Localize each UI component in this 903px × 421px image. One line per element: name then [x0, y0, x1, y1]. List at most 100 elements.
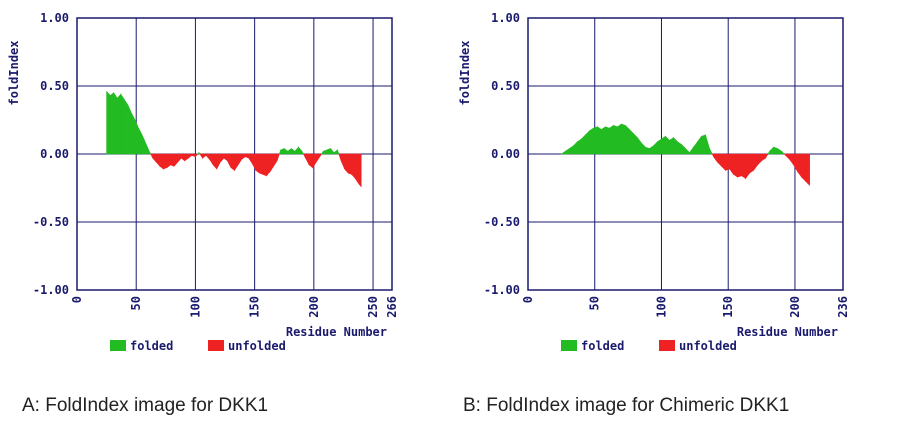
- unfolded-area-segment: [757, 153, 762, 166]
- unfolded-area-segment: [266, 153, 271, 177]
- unfolded-area-segment: [789, 153, 794, 166]
- unfolded-area-segment: [749, 153, 754, 174]
- folded-area-segment: [116, 93, 122, 155]
- unfolded-area-segment: [347, 153, 353, 175]
- legend-label-unfolded: unfolded: [228, 339, 286, 353]
- y-axis-title: foldIndex: [7, 40, 21, 105]
- folded-area-segment: [120, 93, 125, 155]
- y-tick-label: 0.50: [491, 79, 520, 93]
- folded-area-segment: [141, 134, 146, 155]
- folded-area-segment: [669, 137, 674, 155]
- unfolded-area-segment: [150, 153, 154, 159]
- folded-area-segment: [633, 132, 638, 155]
- legend-swatch-unfolded: [659, 340, 675, 351]
- y-tick-label: 0.50: [40, 79, 69, 93]
- x-tick-label: 266: [385, 296, 399, 318]
- folded-area-segment: [291, 147, 296, 155]
- folded-area-segment: [781, 150, 785, 155]
- unfolded-area-segment: [315, 153, 321, 164]
- folded-area-segment: [131, 113, 136, 155]
- folded-area-segment: [641, 142, 646, 155]
- unfolded-area-segment: [170, 153, 175, 167]
- legend-label-folded: folded: [130, 339, 173, 353]
- legend-swatch-folded: [561, 340, 577, 351]
- unfolded-area-segment: [269, 153, 274, 173]
- folded-area-segment: [145, 143, 150, 155]
- folded-area-segment: [323, 149, 328, 155]
- folded-area-segment: [769, 146, 774, 155]
- folded-area-segment: [565, 147, 570, 155]
- folded-area-segment: [113, 91, 118, 155]
- folded-area-segment: [333, 149, 338, 155]
- unfolded-area-segment: [717, 153, 722, 167]
- y-tick-label: 0.00: [40, 147, 69, 161]
- folded-area-segment: [577, 138, 582, 155]
- folded-area-segment: [629, 128, 634, 155]
- folded-area-segment: [609, 124, 614, 155]
- folded-area-segment: [198, 151, 201, 155]
- unfolded-area-segment: [159, 153, 164, 170]
- folded-area-segment: [134, 119, 139, 155]
- folded-area-segment: [294, 146, 299, 155]
- x-axis-title: Residue Number: [737, 325, 838, 339]
- folded-area-segment: [697, 135, 702, 155]
- folded-area-segment: [673, 136, 678, 155]
- folded-area-segment: [283, 147, 289, 155]
- unfolded-area-segment: [729, 153, 734, 176]
- unfolded-area-segment: [262, 153, 267, 177]
- unfolded-area-segment: [152, 153, 157, 163]
- unfolded-area-segment: [761, 153, 766, 162]
- x-tick-label: 100: [188, 296, 202, 318]
- folded-area-segment: [693, 140, 698, 155]
- folded-area-segment: [330, 147, 335, 155]
- folded-area-segment: [653, 141, 658, 155]
- unfolded-area-segment: [173, 153, 178, 168]
- unfolded-area-segment: [319, 153, 323, 158]
- folded-area-segment: [589, 127, 594, 155]
- unfolded-area-segment: [765, 153, 769, 160]
- unfolded-area-segment: [793, 153, 798, 173]
- unfolded-area-segment: [223, 153, 228, 162]
- folded-area-segment: [106, 90, 111, 155]
- unfolded-area-segment: [166, 153, 171, 169]
- x-tick-label: 250: [366, 296, 380, 318]
- x-tick-label: 150: [721, 296, 735, 318]
- foldindex-panel-dkk1: 1.00 0.50 0.00 -0.50 -1.00 0 50 100 150 200 250 266…: [0, 0, 451, 421]
- unfolded-area-segment: [737, 153, 742, 178]
- x-tick-label: 200: [307, 296, 321, 318]
- unfolded-area-segment: [219, 153, 225, 163]
- unfolded-area-segment: [156, 153, 161, 168]
- y-tick-label: -1.00: [33, 283, 69, 297]
- y-tick-label: 1.00: [40, 11, 69, 25]
- folded-area-segment: [337, 149, 340, 155]
- x-tick-label: 100: [654, 296, 668, 318]
- folded-area-segment: [689, 146, 694, 155]
- unfolded-area-segment: [255, 153, 260, 174]
- foldindex-chart-dkk1: 1.00 0.50 0.00 -0.50 -1.000 50 100 150 200 250 266…: [7, 11, 399, 353]
- unfolded-area-segment: [241, 153, 246, 161]
- y-tick-label: -0.50: [484, 215, 520, 229]
- unfolded-area-segment: [184, 153, 189, 162]
- y-tick-label: -1.00: [484, 283, 520, 297]
- folded-area-segment: [777, 147, 782, 155]
- folded-area-segment: [601, 126, 606, 155]
- figure-caption-a: A: FoldIndex image for DKK1: [22, 395, 269, 416]
- folded-area-segment: [127, 104, 132, 155]
- folded-area-segment: [661, 135, 666, 155]
- unfolded-area-segment: [244, 153, 250, 159]
- unfolded-area-segment: [202, 153, 207, 159]
- unfolded-area-segment: [733, 153, 738, 178]
- x-axis-title: Residue Number: [286, 325, 387, 339]
- folded-area-segment: [298, 146, 303, 155]
- unfolded-area-segment: [801, 153, 806, 182]
- x-tick-label: 0: [521, 296, 535, 303]
- unfolded-area-segment: [248, 153, 253, 165]
- unfolded-area-segment: [227, 153, 232, 168]
- unfolded-area-segment: [721, 153, 726, 172]
- folded-area-segment: [326, 148, 331, 155]
- unfolded-area-segment: [276, 153, 280, 161]
- unfolded-area-segment: [753, 153, 758, 172]
- legend-swatch-folded: [110, 340, 126, 351]
- unfolded-area-segment: [188, 153, 193, 159]
- legend-swatch-unfolded: [208, 340, 224, 351]
